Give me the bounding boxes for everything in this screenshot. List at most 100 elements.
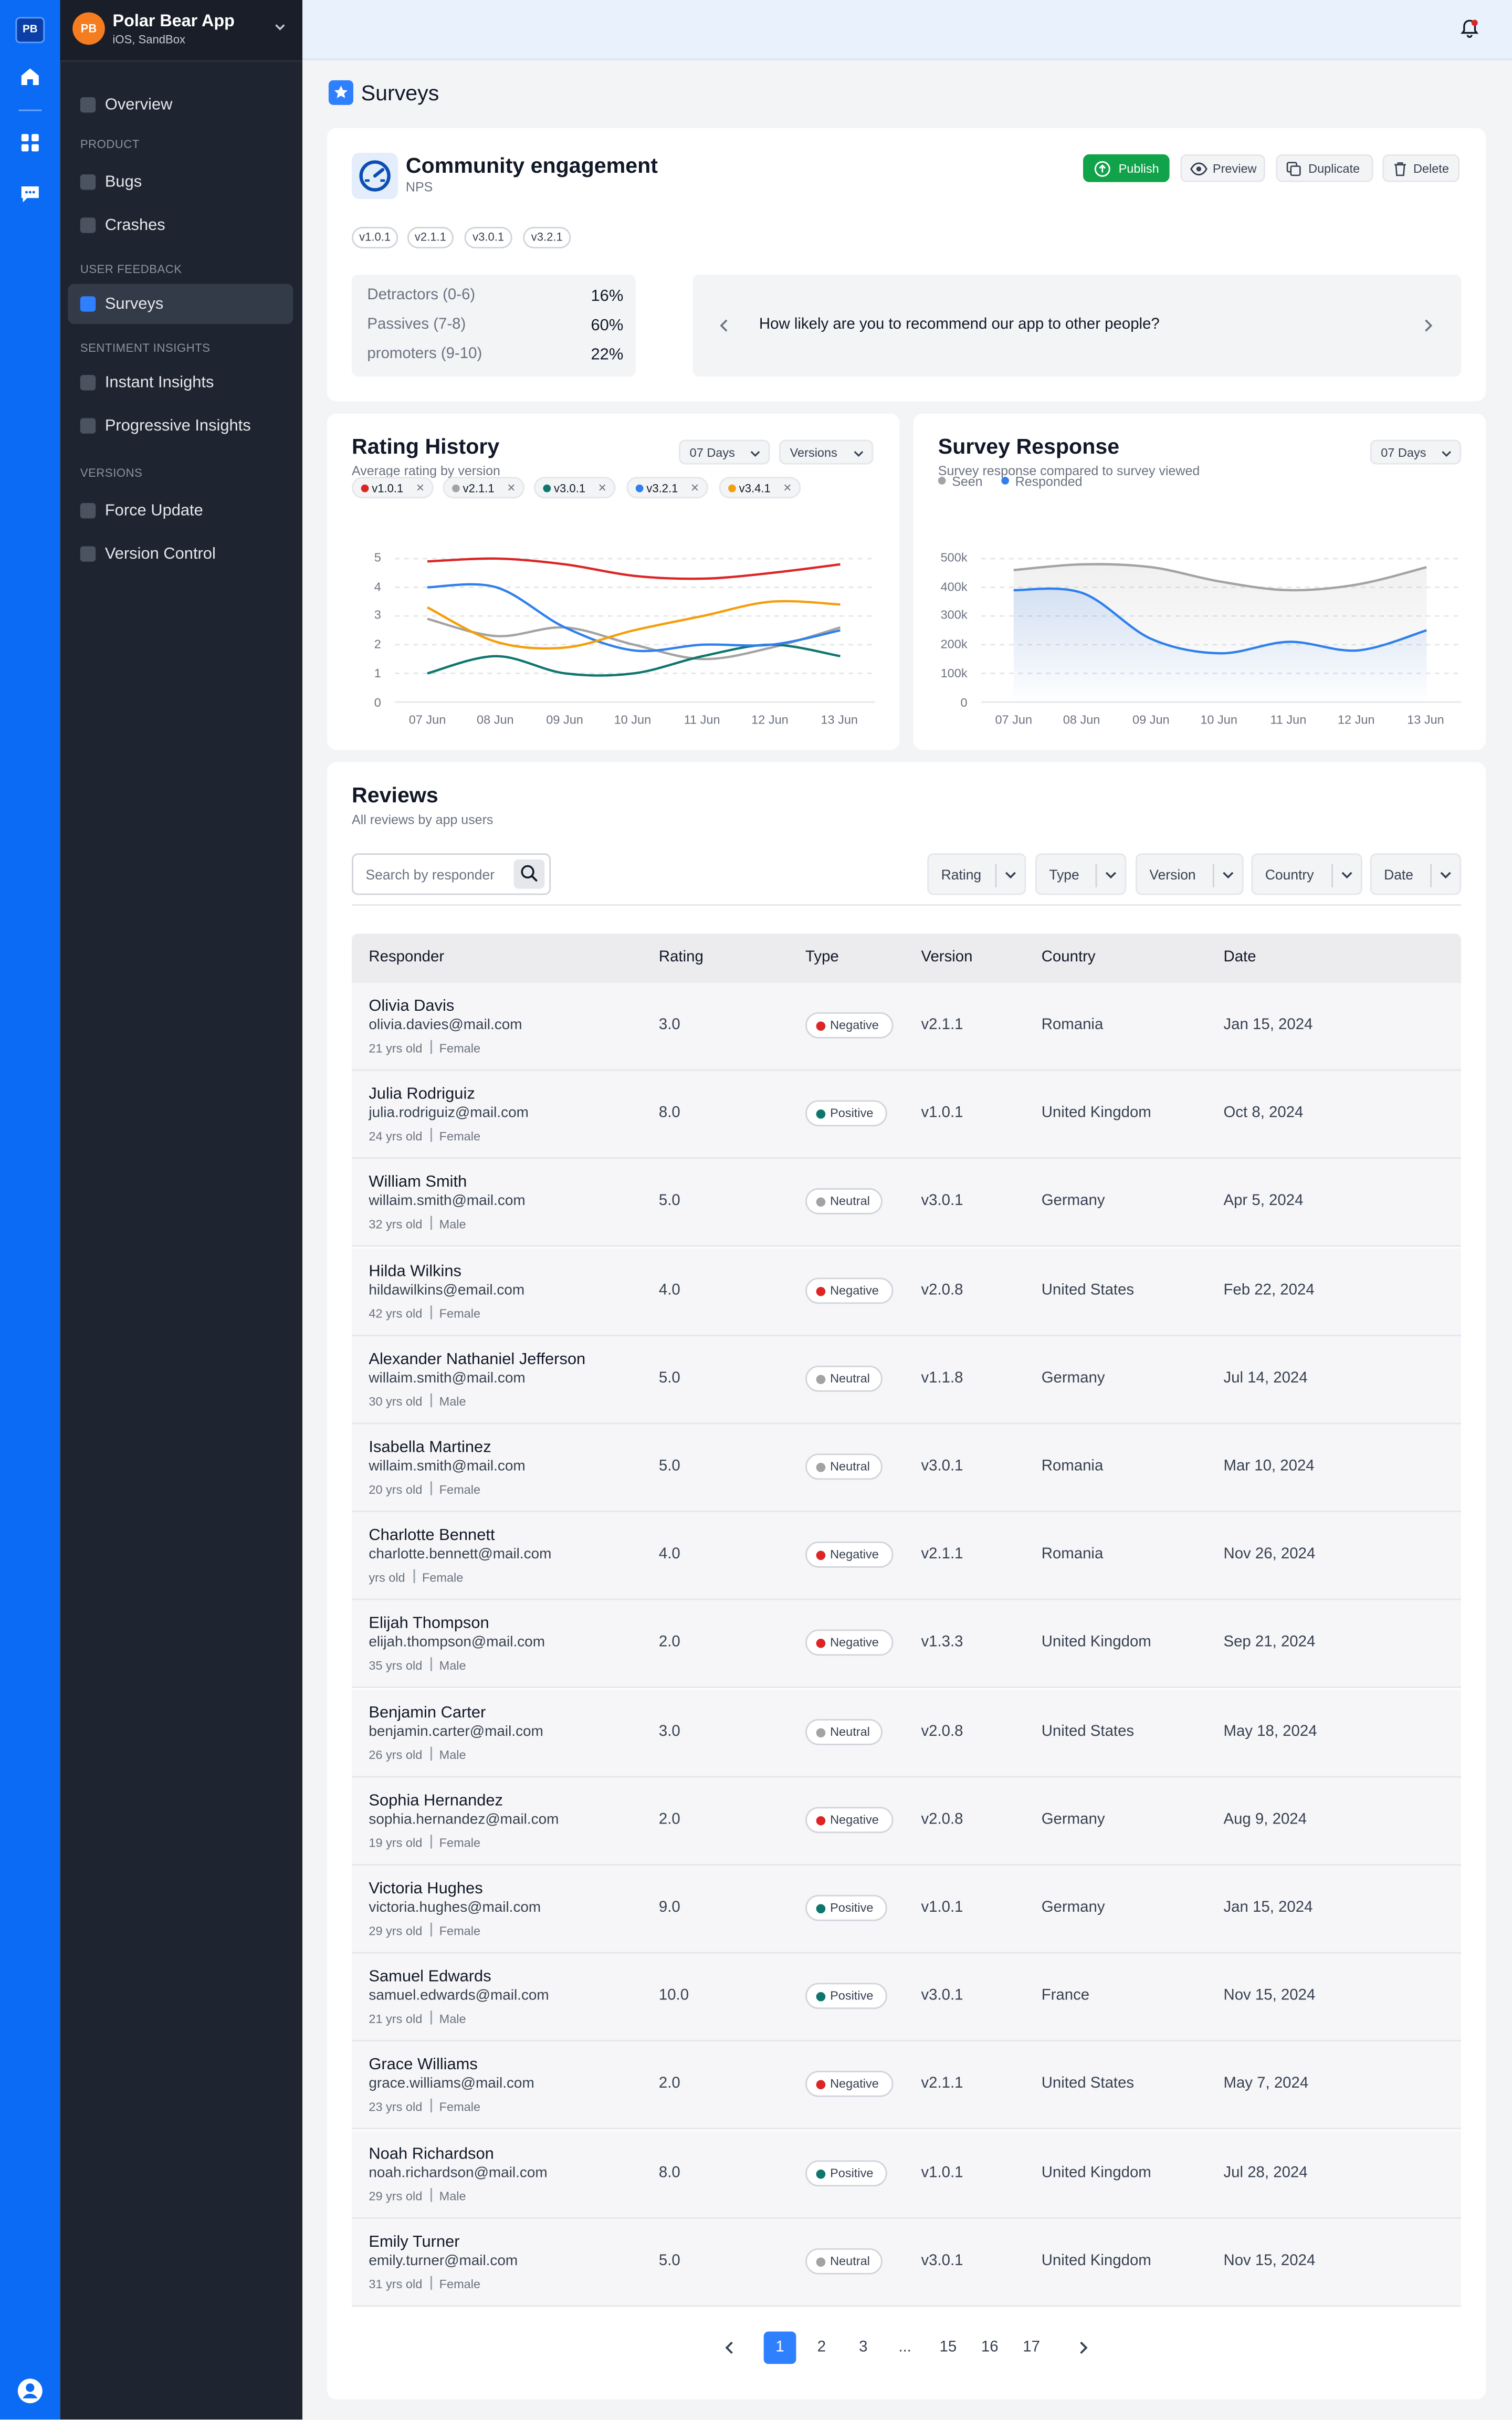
series-dot [635, 484, 644, 493]
sidebar-item-progressive-insights[interactable]: Progressive Insights [68, 406, 293, 446]
date-filter[interactable]: Date [1370, 853, 1462, 895]
responder-name[interactable]: Emily Turner [369, 2232, 460, 2251]
sidebar-item-surveys[interactable]: Surveys [68, 284, 293, 324]
chevron-down-icon [1223, 872, 1234, 879]
table-row[interactable]: Elijah Thompson elijah.thompson@mail.com 3… [352, 1600, 1462, 1689]
responder-name[interactable]: Noah Richardson [369, 2144, 494, 2163]
column-header[interactable]: Date [1223, 949, 1256, 966]
version-filter-tag[interactable]: v3.2.1 × [626, 477, 708, 499]
table-row[interactable]: William Smith willaim.smith@mail.com 32 yr… [352, 1159, 1462, 1248]
table-row[interactable]: Grace Williams grace.williams@mail.com 23 … [352, 2042, 1462, 2130]
chevron-right-icon[interactable] [1421, 318, 1435, 333]
version-chip[interactable]: v3.2.1 [523, 227, 571, 249]
home-icon[interactable] [18, 65, 41, 88]
preview-button[interactable]: Preview [1180, 154, 1265, 182]
country-cell: United Kingdom [1041, 2253, 1151, 2270]
series-dot [452, 484, 460, 493]
sidebar-item-overview[interactable]: Overview [68, 85, 293, 125]
table-row[interactable]: Noah Richardson noah.richardson@mail.com 2… [352, 2130, 1462, 2218]
close-icon[interactable]: × [598, 479, 606, 496]
duplicate-button[interactable]: Duplicate [1276, 154, 1373, 182]
column-header[interactable]: Country [1041, 949, 1096, 966]
sidebar-item-bugs[interactable]: Bugs [68, 162, 293, 202]
table-row[interactable]: Benjamin Carter benjamin.carter@mail.com 2… [352, 1689, 1462, 1777]
chevron-down-icon[interactable] [273, 20, 287, 34]
responder-name[interactable]: Elijah Thompson [369, 1615, 489, 1633]
survey-card: Community engagement NPS Publish Preview… [327, 128, 1486, 402]
table-row[interactable]: Victoria Hughes victoria.hughes@mail.com 2… [352, 1866, 1462, 1954]
column-header[interactable]: Version [921, 949, 973, 966]
close-icon[interactable]: × [690, 479, 699, 496]
responder-name[interactable]: Charlotte Bennett [369, 1526, 495, 1545]
column-header[interactable]: Type [805, 949, 839, 966]
dashboard-icon[interactable] [18, 131, 41, 154]
publish-button[interactable]: Publish [1083, 154, 1170, 182]
notification-bell-icon[interactable] [1460, 18, 1479, 38]
delete-button[interactable]: Delete [1382, 154, 1460, 182]
table-row[interactable]: Samuel Edwards samuel.edwards@mail.com 21 … [352, 1954, 1462, 2042]
version-filter-tag[interactable]: v3.4.1 × [719, 477, 801, 499]
responder-name[interactable]: Grace Williams [369, 2056, 478, 2075]
version-filter-tag[interactable]: v3.0.1 × [533, 477, 616, 499]
sidebar-item-instant-insights[interactable]: Instant Insights [68, 363, 293, 403]
workspace-logo[interactable]: PB [15, 17, 45, 44]
close-icon[interactable]: × [416, 479, 425, 496]
chevron-left-icon[interactable] [718, 318, 731, 333]
responder-name[interactable]: Benjamin Carter [369, 1703, 486, 1722]
responder-name[interactable]: Samuel Edwards [369, 1967, 491, 1986]
sentiment-label: Positive [830, 1106, 874, 1121]
responder-name[interactable]: William Smith [369, 1173, 467, 1192]
search-box[interactable]: Search by responder [352, 853, 551, 895]
responder-name[interactable]: Julia Rodriguiz [369, 1085, 475, 1104]
app-switcher[interactable]: PB Polar Bear App iOS, SandBox [60, 0, 303, 62]
date-cell: May 7, 2024 [1223, 2076, 1309, 2093]
version-chip[interactable]: v3.0.1 [464, 227, 512, 249]
version-chip[interactable]: v2.1.1 [407, 227, 454, 249]
close-icon[interactable]: × [783, 479, 792, 496]
sidebar-item-force-update[interactable]: Force Update [68, 491, 293, 531]
version-filter-tag[interactable]: v2.1.1 × [443, 477, 525, 499]
responder-name[interactable]: Alexander Nathaniel Jefferson [369, 1349, 586, 1369]
page-button[interactable]: 17 [1023, 2339, 1040, 2356]
table-row[interactable]: Isabella Martinez willaim.smith@mail.com 2… [352, 1424, 1462, 1513]
page-button[interactable]: 15 [939, 2339, 957, 2356]
search-button[interactable] [513, 859, 545, 889]
close-icon[interactable]: × [507, 479, 516, 496]
table-row[interactable]: Julia Rodriguiz julia.rodriguiz@mail.com 2… [352, 1071, 1462, 1159]
table-row[interactable]: Hilda Wilkins hildawilkins@email.com 42 yr… [352, 1248, 1462, 1336]
user-profile-icon[interactable] [17, 2378, 43, 2404]
chevron-right-icon[interactable] [1075, 2339, 1090, 2356]
responder-name[interactable]: Sophia Hernandez [369, 1791, 503, 1810]
stat-row: Detractors (0-6) 16% [367, 287, 623, 306]
version-filter-tag[interactable]: v1.0.1 × [352, 477, 434, 499]
table-row[interactable]: Alexander Nathaniel Jefferson willaim.smi… [352, 1336, 1462, 1424]
version-chip[interactable]: v1.0.1 [352, 227, 398, 249]
table-row[interactable]: Emily Turner emily.turner@mail.com 31 yrs … [352, 2218, 1462, 2307]
search-input[interactable]: Search by responder [365, 867, 495, 883]
table-row[interactable]: Sophia Hernandez sophia.hernandez@mail.co… [352, 1777, 1462, 1866]
responder-name[interactable]: Olivia Davis [369, 997, 455, 1015]
column-header[interactable]: Responder [369, 949, 445, 966]
version-filter[interactable]: Version [1135, 853, 1244, 895]
responder-name[interactable]: Victoria Hughes [369, 1879, 483, 1898]
date-cell: Aug 9, 2024 [1223, 1811, 1307, 1828]
country-filter[interactable]: Country [1251, 853, 1362, 895]
type-filter[interactable]: Type [1035, 853, 1127, 895]
responder-name[interactable]: Hilda Wilkins [369, 1261, 461, 1281]
versions-dropdown[interactable]: Versions [779, 439, 874, 465]
range-dropdown[interactable]: 07 Days [679, 439, 770, 465]
range-dropdown[interactable]: 07 Days [1370, 439, 1462, 465]
table-row[interactable]: Olivia Davis olivia.davies@mail.com 21 yrs… [352, 983, 1462, 1071]
rating-filter[interactable]: Rating [927, 853, 1026, 895]
page-button[interactable]: 3 [859, 2339, 868, 2356]
table-row[interactable]: Charlotte Bennett charlotte.bennett@mail.… [352, 1512, 1462, 1601]
sidebar-item-crashes[interactable]: Crashes [68, 205, 293, 245]
page-button[interactable]: 1 [763, 2331, 796, 2364]
column-header[interactable]: Rating [658, 949, 704, 966]
page-button[interactable]: 16 [981, 2339, 999, 2356]
chevron-left-icon[interactable] [722, 2339, 737, 2356]
responder-name[interactable]: Isabella Martinez [369, 1438, 491, 1457]
chat-icon[interactable] [18, 182, 41, 205]
page-button[interactable]: 2 [817, 2339, 826, 2356]
sidebar-item-version-control[interactable]: Version Control [68, 534, 293, 574]
